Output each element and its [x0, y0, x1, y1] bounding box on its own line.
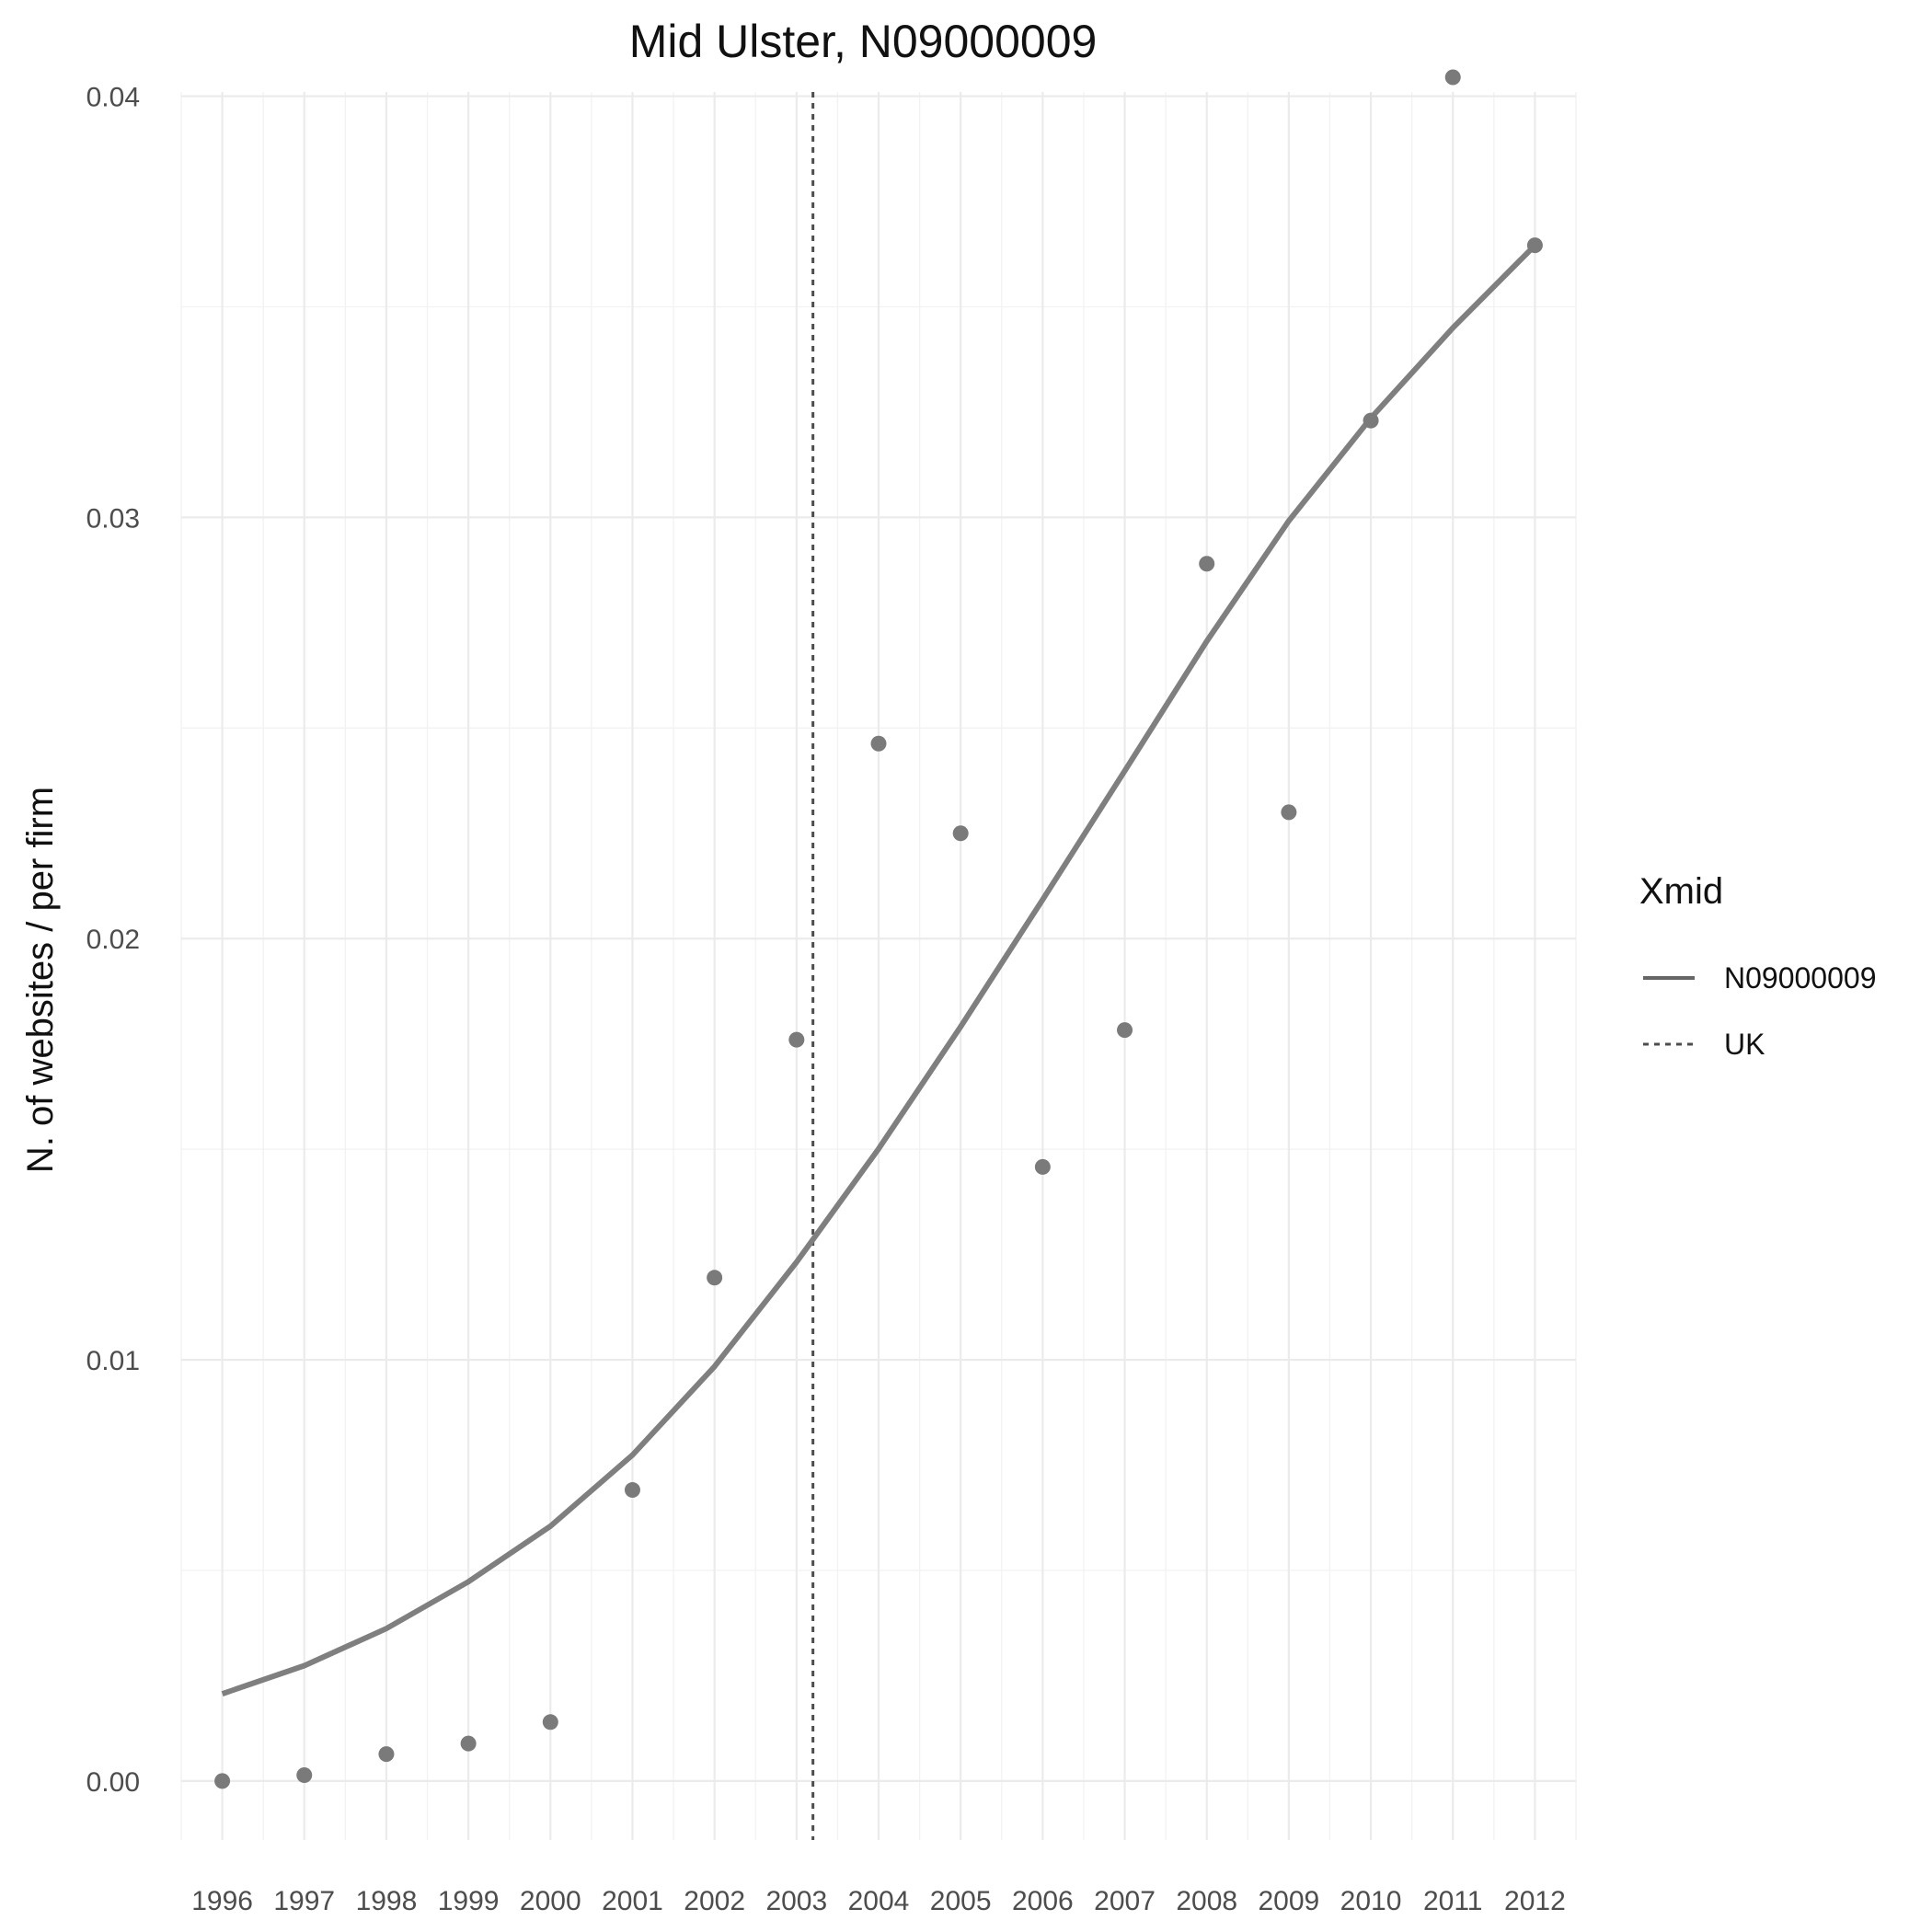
- legend-title: Xmid: [1639, 871, 1723, 912]
- y-tick-label: 0.04: [86, 83, 140, 113]
- data-point: [1281, 804, 1297, 821]
- y-axis-label: N. of websites / per firm: [20, 787, 61, 1173]
- data-point: [1034, 1158, 1051, 1175]
- x-tick-label: 2004: [848, 1886, 910, 1916]
- data-point: [542, 1714, 558, 1731]
- data-point: [1526, 237, 1543, 254]
- data-point: [870, 735, 887, 752]
- chart-title: Mid Ulster, N09000009: [629, 16, 1098, 67]
- data-point: [296, 1766, 313, 1783]
- y-tick-label: 0.03: [86, 503, 140, 534]
- x-tick-label: 2010: [1340, 1886, 1402, 1916]
- data-point: [1199, 556, 1215, 572]
- x-tick-label: 2007: [1094, 1886, 1156, 1916]
- trend-line-group: [221, 243, 1537, 1696]
- major-gridlines: [181, 92, 1576, 1840]
- data-points: [214, 69, 1543, 1789]
- x-tick-label: 2008: [1176, 1886, 1237, 1916]
- legend: Xmid N09000009 UK: [1639, 871, 1876, 1061]
- y-tick-labels: 0.00 0.01 0.02 0.03 0.04: [86, 83, 140, 1798]
- data-point: [624, 1482, 640, 1499]
- legend-label-N09000009: N09000009: [1724, 961, 1876, 995]
- y-tick-label: 0.00: [86, 1767, 140, 1798]
- x-tick-label: 2006: [1012, 1886, 1074, 1916]
- x-tick-label: 2012: [1504, 1886, 1566, 1916]
- data-point: [1363, 412, 1379, 429]
- data-point: [788, 1031, 805, 1048]
- x-tick-label: 2003: [765, 1886, 827, 1916]
- data-point: [1444, 69, 1461, 86]
- y-tick-label: 0.02: [86, 925, 140, 955]
- data-point: [378, 1746, 395, 1763]
- data-point: [952, 825, 969, 842]
- minor-gridlines: [180, 92, 1577, 1840]
- data-point: [460, 1735, 477, 1752]
- x-tick-label: 2001: [602, 1886, 663, 1916]
- x-tick-labels: 1996 1997 1998 1999 2000 2001 2002 2003 2004 2005…: [191, 1886, 1566, 1916]
- x-tick-label: 2009: [1259, 1886, 1320, 1916]
- x-tick-label: 1999: [438, 1886, 500, 1916]
- x-tick-label: 1997: [273, 1886, 335, 1916]
- trend-line-N09000009: [221, 243, 1537, 1696]
- x-tick-label: 2000: [520, 1886, 581, 1916]
- x-tick-label: 2002: [684, 1886, 745, 1916]
- data-point: [707, 1270, 723, 1286]
- data-point: [214, 1773, 231, 1789]
- x-tick-label: 2005: [930, 1886, 992, 1916]
- y-tick-label: 0.01: [86, 1346, 140, 1376]
- legend-label-UK: UK: [1724, 1028, 1765, 1061]
- data-point: [1117, 1022, 1133, 1039]
- x-tick-label: 1996: [191, 1886, 253, 1916]
- x-tick-label: 1998: [356, 1886, 418, 1916]
- x-tick-label: 2011: [1423, 1886, 1483, 1916]
